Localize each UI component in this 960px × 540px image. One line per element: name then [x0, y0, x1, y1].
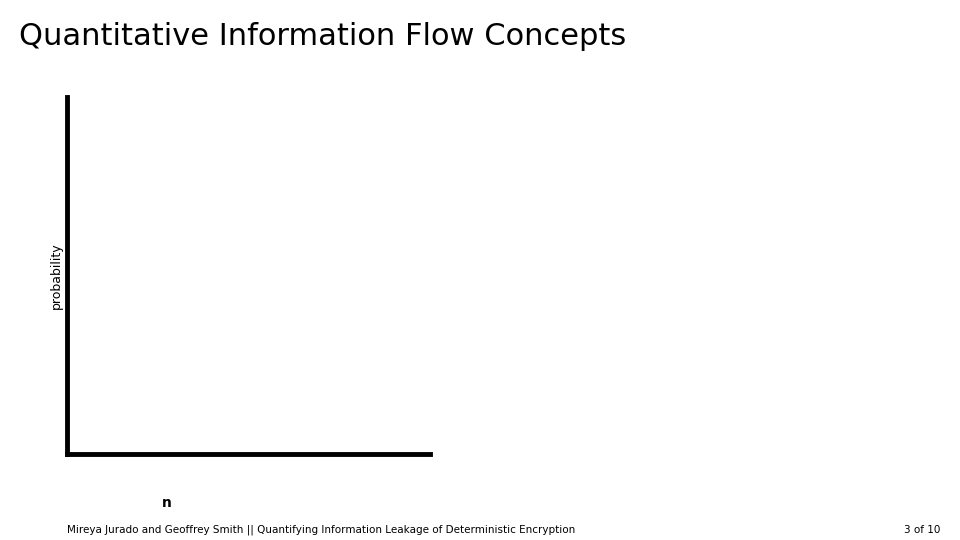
Text: Mireya Jurado and Geoffrey Smith || Quantifying Information Leakage of Determini: Mireya Jurado and Geoffrey Smith || Quan…: [67, 524, 575, 535]
Text: Quantitative Information Flow Concepts: Quantitative Information Flow Concepts: [19, 22, 627, 51]
Text: n: n: [162, 496, 172, 510]
Text: 3 of 10: 3 of 10: [904, 524, 941, 535]
Y-axis label: probability: probability: [50, 242, 63, 309]
